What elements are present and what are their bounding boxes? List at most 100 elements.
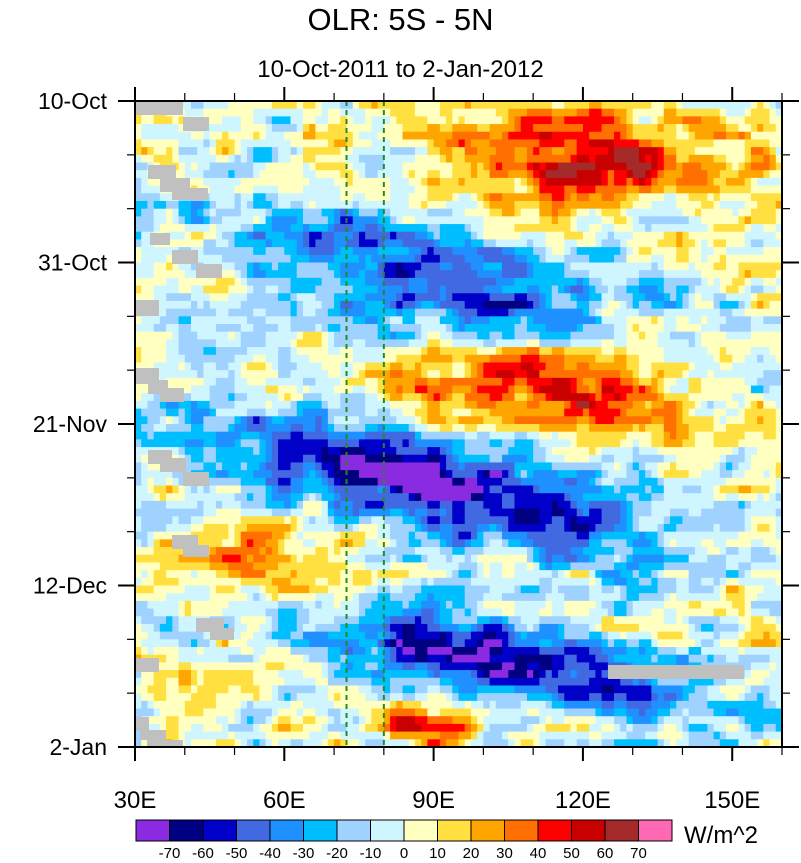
heatmap-cell [296, 170, 304, 179]
heatmap-cell [402, 108, 410, 117]
heatmap-cell [240, 324, 248, 333]
heatmap-cell [645, 324, 652, 333]
heatmap-cell [477, 377, 484, 387]
heatmap-cell [520, 362, 528, 371]
heatmap-cell [464, 108, 472, 117]
heatmap-cell [464, 416, 472, 425]
heatmap-cell [651, 462, 659, 471]
heatmap-cell [458, 139, 466, 148]
heatmap-cell [290, 354, 298, 364]
heatmap-cell [632, 400, 640, 410]
heatmap-cell [470, 408, 478, 417]
heatmap-cell [427, 170, 435, 179]
heatmap-cell [614, 247, 621, 256]
heatmap-cell [502, 254, 509, 264]
heatmap-cell [215, 101, 223, 110]
heatmap-cell [769, 216, 777, 225]
heatmap-cell [141, 285, 149, 294]
heatmap-cell [514, 285, 522, 294]
heatmap-cell [582, 216, 590, 225]
heatmap-cell [178, 124, 186, 133]
heatmap-cell [390, 108, 397, 117]
heatmap-cell [601, 454, 609, 464]
heatmap-cell [427, 239, 435, 248]
heatmap-cell [726, 300, 733, 310]
heatmap-cell [197, 254, 205, 264]
heatmap-cell [315, 139, 323, 148]
heatmap-cell [614, 431, 621, 440]
heatmap-cell [377, 101, 385, 110]
heatmap-cell [190, 170, 198, 179]
heatmap-cell [657, 224, 665, 233]
heatmap-cell [209, 462, 217, 471]
heatmap-cell [390, 147, 397, 156]
heatmap-cell [483, 101, 491, 110]
heatmap-cell [551, 177, 559, 187]
heatmap-cell [738, 293, 746, 302]
heatmap-cell [489, 331, 497, 340]
heatmap-cell [564, 116, 572, 125]
heatmap-cell [589, 316, 596, 325]
heatmap-cell [209, 339, 217, 348]
heatmap-cell [172, 331, 180, 340]
heatmap-cell [284, 185, 292, 194]
heatmap-cell [470, 139, 478, 148]
heatmap-cell [259, 200, 267, 210]
heatmap-cell [265, 170, 273, 179]
heatmap-cell [383, 193, 391, 202]
heatmap-cell [663, 316, 671, 325]
heatmap-cell [738, 154, 746, 164]
heatmap-cell [190, 316, 198, 325]
heatmap-cell [775, 270, 783, 279]
heatmap-cell [477, 385, 484, 394]
heatmap-cell [694, 277, 702, 287]
heatmap-cell [309, 162, 317, 171]
heatmap-cell [327, 131, 335, 141]
heatmap-cell [545, 216, 553, 225]
heatmap-cell [520, 247, 528, 256]
heatmap-cell [365, 101, 372, 110]
heatmap-cell [464, 185, 472, 194]
heatmap-cell [427, 216, 435, 225]
heatmap-cell [508, 270, 516, 279]
heatmap-cell [595, 424, 603, 433]
heatmap-cell [464, 124, 472, 133]
heatmap-cell [750, 416, 758, 425]
heatmap-cell [763, 408, 771, 417]
heatmap-cell [663, 154, 671, 164]
heatmap-cell [526, 347, 534, 356]
heatmap-cell [190, 300, 198, 310]
heatmap-cell [744, 124, 752, 133]
heatmap-cell [775, 416, 783, 425]
heatmap-cell [576, 362, 584, 371]
heatmap-cell [215, 300, 223, 310]
heatmap-cell [414, 424, 422, 433]
heatmap-cell [670, 447, 677, 456]
heatmap-cell [159, 431, 167, 440]
heatmap-cell [421, 231, 428, 241]
heatmap-cell [159, 154, 167, 164]
heatmap-cell [607, 354, 615, 364]
heatmap-cell [402, 416, 410, 425]
heatmap-cell [265, 300, 273, 310]
heatmap-cell [732, 262, 740, 271]
heatmap-cell [657, 124, 665, 133]
heatmap-cell [576, 339, 584, 348]
heatmap-cell [153, 154, 161, 164]
heatmap-cell [694, 270, 702, 279]
heatmap-cell [334, 347, 341, 356]
heatmap-cell [707, 300, 715, 310]
heatmap-cell [545, 239, 553, 248]
heatmap-cell [464, 216, 472, 225]
heatmap-cell [483, 254, 491, 264]
heatmap-cell [309, 262, 317, 271]
heatmap-cell [564, 454, 572, 464]
heatmap-cell [719, 439, 727, 448]
heatmap-cell [682, 408, 690, 417]
heatmap-cell [638, 154, 646, 164]
heatmap-cell [203, 447, 211, 456]
heatmap-cell [520, 285, 528, 294]
heatmap-cell [371, 254, 379, 264]
heatmap-cell [645, 208, 652, 217]
heatmap-cell [526, 116, 534, 125]
